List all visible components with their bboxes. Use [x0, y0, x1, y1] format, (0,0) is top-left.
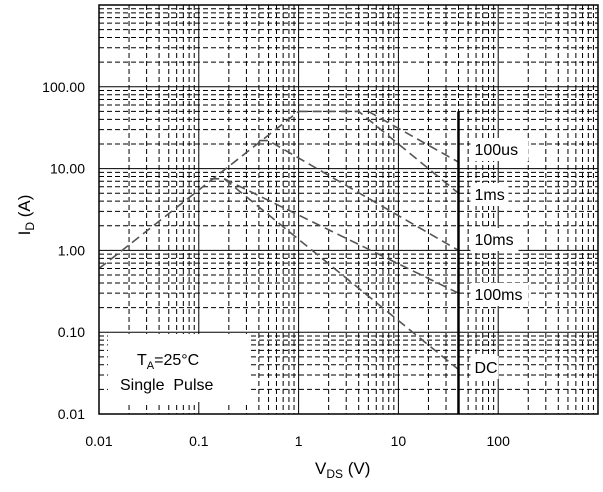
y-tick-label: 0.10 — [58, 324, 85, 340]
series-label-1ms: 1ms — [474, 187, 504, 204]
y-axis-title-unit: (A) — [15, 195, 34, 222]
y-tick-label: 1.00 — [58, 242, 85, 258]
y-tick-label: 100.00 — [42, 79, 85, 95]
y-tick-label: 0.01 — [58, 406, 85, 422]
y-tick-label: 10.00 — [50, 161, 85, 177]
y-axis-title-sub: D — [23, 222, 37, 231]
annotation-t-rest: =25°C — [154, 352, 199, 369]
series-label-100ms: 100ms — [474, 287, 522, 304]
x-axis-title: VDS (V) — [315, 459, 370, 481]
x-tick-label: 0.1 — [189, 433, 209, 449]
annotation-line2: Single Pulse — [120, 377, 213, 394]
x-tick-label: 10 — [391, 433, 407, 449]
x-axis-title-sub: DS — [326, 467, 343, 481]
annotation-t: T — [137, 352, 147, 369]
series-label-10ms: 10ms — [474, 232, 513, 249]
y-axis-title: ID (A) — [15, 195, 37, 236]
x-tick-label: 100 — [487, 433, 511, 449]
series-label-dc: DC — [474, 360, 497, 377]
series-label-100us: 100us — [474, 142, 518, 159]
x-axis-title-main: V — [315, 459, 327, 478]
x-tick-label: 1 — [295, 433, 303, 449]
x-axis-title-unit: (V) — [343, 459, 370, 478]
x-tick-label: 0.01 — [85, 433, 112, 449]
